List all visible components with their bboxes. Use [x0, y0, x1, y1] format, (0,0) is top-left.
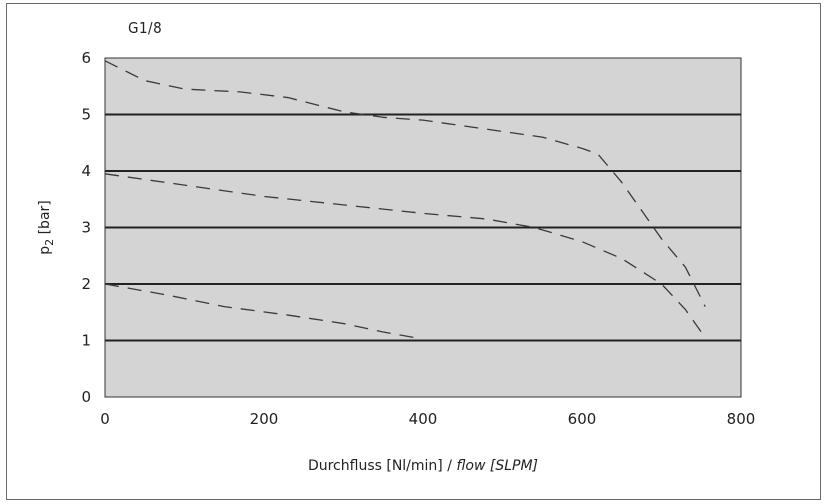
y-tick-label: 6	[81, 49, 91, 67]
series-group	[104, 60, 706, 339]
x-axis-label-italic: flow [SLPM]	[456, 458, 538, 474]
x-tick-label: 400	[409, 410, 438, 428]
x-tick-label: 600	[568, 410, 597, 428]
chart-title: G1/8	[128, 19, 163, 37]
y-tick-label: 4	[81, 162, 91, 180]
series-line-1	[104, 60, 706, 307]
y-axis-label-unit: [bar]	[37, 200, 53, 239]
y-tick-labels: 0 1 2 3 4 5 6	[81, 49, 91, 406]
x-tick-label: 800	[727, 410, 756, 428]
y-axis-label-base: p	[37, 246, 53, 255]
y-axis-label-sub: 2	[43, 239, 56, 246]
x-axis-label-main: Durchfluss [Nl/min] /	[308, 458, 456, 474]
x-axis-label: Durchfluss [Nl/min] / flow [SLPM]	[308, 458, 538, 474]
y-tick-label: 0	[81, 388, 91, 406]
y-tick-label: 5	[81, 106, 91, 124]
y-tick-label: 3	[81, 219, 91, 237]
x-tick-labels: 0 200 400 600 800	[100, 410, 755, 428]
series-line-3	[104, 283, 416, 339]
y-axis-label: p2 [bar]	[37, 200, 56, 255]
y-tick-label: 2	[81, 275, 91, 293]
series-line-2	[104, 173, 706, 339]
x-tick-label: 0	[100, 410, 110, 428]
grid-lines	[105, 113, 741, 342]
y-tick-label: 1	[81, 332, 91, 350]
x-tick-label: 200	[250, 410, 279, 428]
